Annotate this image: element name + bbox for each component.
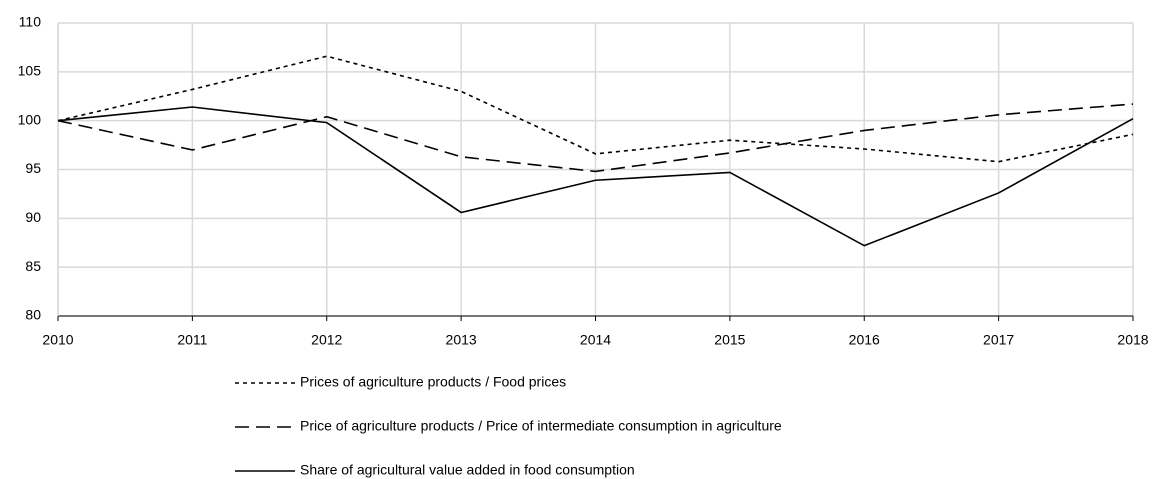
y-tick-label: 95 (25, 160, 41, 176)
series-line (57, 103, 1134, 173)
x-tick-label: 2017 (983, 332, 1014, 348)
legend-label: Share of agricultural value added in foo… (300, 462, 635, 478)
x-tick-label: 2016 (849, 332, 880, 348)
legend-label: Prices of agriculture products / Food pr… (300, 374, 566, 390)
y-tick-label: 85 (25, 258, 41, 274)
x-tick-label: 2014 (580, 332, 611, 348)
x-tick-label: 2010 (42, 332, 73, 348)
y-tick-label: 105 (18, 63, 42, 79)
y-tick-label: 100 (18, 111, 42, 127)
series-line (57, 106, 1134, 247)
y-tick-label: 80 (25, 307, 41, 323)
x-tick-label: 2011 (177, 332, 207, 348)
series-line (57, 55, 1134, 163)
x-tick-label: 2015 (714, 332, 745, 348)
x-tick-label: 2012 (311, 332, 342, 348)
legend-label: Price of agriculture products / Price of… (300, 418, 782, 434)
y-tick-label: 110 (19, 14, 42, 30)
x-tick-label: 2018 (1117, 332, 1148, 348)
x-tick-label: 2013 (446, 332, 477, 348)
y-tick-label: 90 (25, 209, 41, 225)
